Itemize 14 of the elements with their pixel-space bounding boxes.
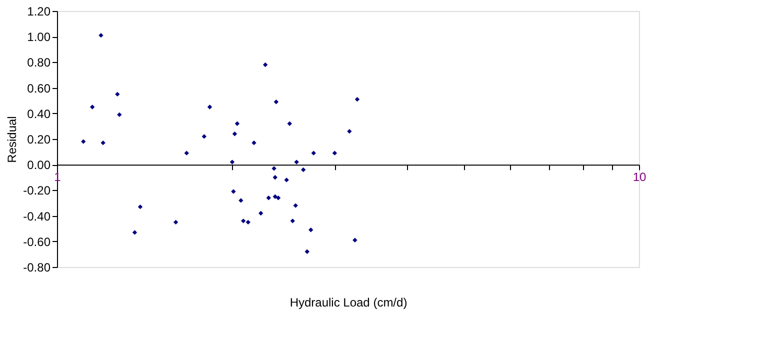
- x-axis-title: Hydraulic Load (cm/d): [290, 296, 408, 310]
- y-tick-label: -0.80: [23, 260, 51, 274]
- y-tick-label: -0.20: [23, 184, 51, 198]
- y-tick-label: 0.40: [27, 106, 51, 121]
- y-tick-label: 1.00: [27, 30, 51, 44]
- y-tick-label: 0.60: [27, 81, 51, 96]
- y-axis-title: Residual: [5, 116, 20, 163]
- y-tick-label: -0.60: [23, 234, 51, 249]
- y-tick-label: 1.20: [27, 4, 51, 18]
- y-tick-label: 0.00: [27, 158, 51, 172]
- y-tick-label: 0.20: [27, 132, 51, 146]
- y-tick-label: -0.40: [23, 209, 51, 224]
- y-tick-label: 0.80: [27, 56, 51, 70]
- x-tick-label: 10: [632, 170, 646, 184]
